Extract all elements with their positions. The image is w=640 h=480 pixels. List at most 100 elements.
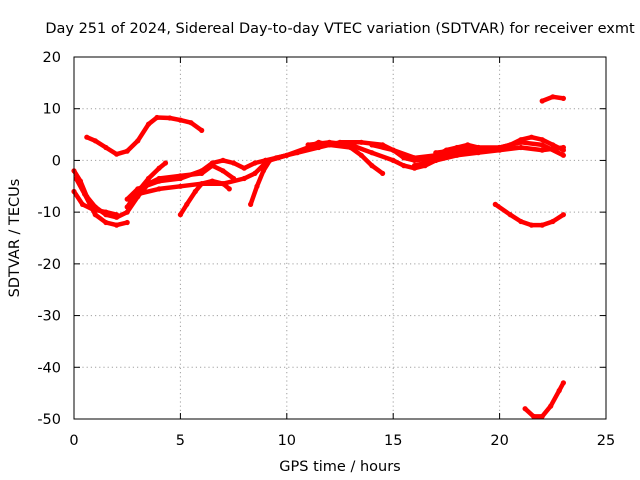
data-point	[518, 137, 524, 143]
data-point	[103, 144, 109, 151]
data-point	[177, 183, 183, 189]
data-point	[156, 178, 162, 184]
x-axis-label: GPS time / hours	[279, 459, 400, 475]
data-point	[241, 175, 247, 182]
y-tick-label: -40	[37, 360, 61, 376]
data-point	[550, 218, 556, 225]
x-tick-label: 5	[176, 433, 185, 449]
data-point	[177, 175, 183, 182]
data-point	[560, 152, 567, 158]
data-point	[390, 157, 396, 163]
data-point	[454, 152, 460, 158]
data-point	[248, 201, 254, 207]
data-point	[209, 160, 215, 166]
data-point	[124, 196, 130, 202]
data-point	[507, 212, 513, 218]
data-point	[92, 138, 98, 144]
data-point	[199, 168, 205, 174]
data-point	[348, 142, 354, 148]
data-point	[369, 142, 375, 148]
data-point	[369, 150, 375, 156]
data-point	[220, 168, 226, 174]
data-point	[528, 222, 535, 228]
data-point	[231, 160, 237, 166]
y-tick-label: 0	[52, 153, 61, 169]
y-tick-label: 20	[43, 50, 61, 66]
data-point	[262, 157, 269, 163]
y-axis-label: SDTVAR / TECUs	[7, 179, 23, 298]
data-point	[305, 142, 311, 148]
data-point	[531, 413, 537, 419]
data-point	[294, 150, 300, 156]
data-point	[220, 157, 226, 163]
data-point	[135, 186, 141, 192]
data-point	[241, 165, 247, 171]
data-point	[522, 406, 528, 412]
data-point	[492, 201, 498, 207]
data-point	[433, 157, 439, 163]
data-point	[539, 222, 545, 228]
data-point	[154, 114, 160, 121]
data-point	[114, 151, 120, 157]
data-point	[145, 175, 152, 182]
plot-frame	[73, 56, 607, 420]
data-point	[124, 204, 130, 210]
data-point	[548, 403, 554, 409]
data-point	[177, 212, 183, 218]
x-tick-label: 25	[597, 433, 615, 449]
series-line-arc-r	[522, 380, 566, 419]
data-point	[411, 163, 418, 169]
series-line-arc-o	[412, 145, 566, 168]
data-point	[103, 209, 109, 215]
data-point	[358, 139, 364, 145]
chart-title: Day 251 of 2024, Sidereal Day-to-day VTE…	[45, 21, 635, 37]
data-point	[79, 201, 86, 207]
data-point	[528, 134, 535, 140]
data-point	[114, 222, 120, 228]
data-point	[556, 388, 562, 394]
data-point	[252, 170, 258, 176]
data-point	[507, 142, 513, 148]
data-point	[135, 138, 141, 144]
data-point	[497, 147, 503, 153]
data-point	[550, 94, 556, 100]
data-series	[71, 94, 567, 419]
data-point	[84, 134, 90, 140]
data-point	[162, 160, 169, 166]
data-point	[475, 150, 481, 156]
data-point	[103, 219, 109, 226]
data-point	[475, 144, 481, 151]
y-tick-label: -10	[37, 205, 61, 221]
data-point	[177, 117, 183, 123]
data-point	[560, 95, 567, 101]
data-point	[156, 165, 162, 171]
axis-ticks: 0 5 10 15 20 25 20 10 0 -10 -20 -30 -40 -50	[37, 50, 615, 449]
data-point	[167, 115, 173, 121]
data-point	[188, 120, 194, 126]
y-tick-label: 10	[43, 102, 61, 118]
data-point	[260, 168, 266, 174]
data-point	[209, 178, 215, 184]
data-point	[518, 144, 524, 151]
data-point	[560, 380, 567, 386]
y-tick-label: -50	[37, 412, 61, 428]
data-point	[82, 191, 88, 197]
data-point	[114, 212, 120, 218]
data-point	[390, 147, 396, 153]
data-point	[539, 98, 545, 104]
data-point	[560, 212, 567, 218]
x-tick-label: 15	[384, 433, 402, 449]
data-point	[145, 121, 152, 127]
y-tick-label: -30	[37, 309, 61, 325]
x-tick-label: 10	[278, 433, 296, 449]
data-point	[518, 218, 524, 225]
data-point	[226, 186, 232, 192]
x-tick-label: 0	[69, 433, 78, 449]
data-point	[156, 186, 162, 192]
data-point	[273, 155, 279, 161]
data-point	[465, 142, 471, 148]
data-point	[560, 144, 567, 151]
data-point	[539, 142, 545, 148]
data-point	[252, 160, 258, 166]
